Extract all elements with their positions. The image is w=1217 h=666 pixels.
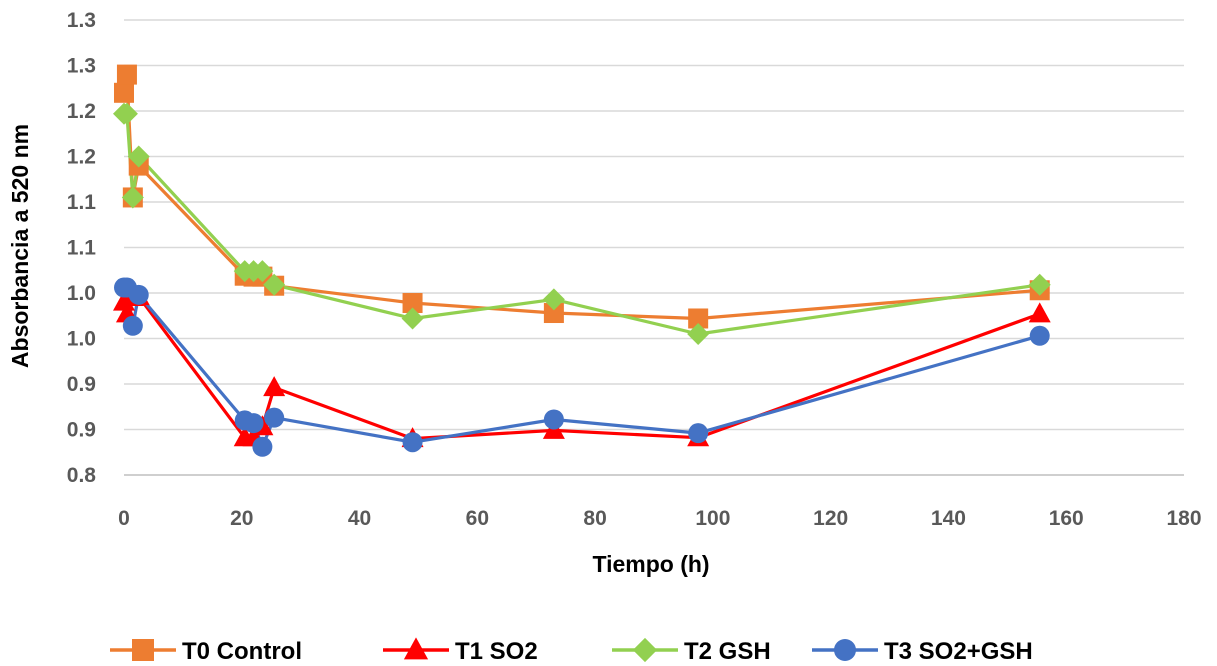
legend-label: T3 SO2+GSH bbox=[884, 638, 1033, 665]
data-point bbox=[263, 376, 286, 397]
data-point bbox=[401, 307, 424, 330]
data-point bbox=[264, 407, 285, 428]
y-tick-label: 1.1 bbox=[67, 237, 97, 260]
data-point bbox=[543, 409, 564, 430]
x-tick-label: 80 bbox=[583, 507, 606, 530]
data-point bbox=[251, 260, 274, 283]
y-tick-label: 1.3 bbox=[67, 9, 96, 32]
gridlines bbox=[124, 19, 1184, 431]
x-axis-title: Tiempo (h) bbox=[592, 551, 709, 577]
x-tick-label: 120 bbox=[813, 507, 848, 530]
legend-item: T2 GSH bbox=[612, 637, 771, 665]
data-point bbox=[115, 102, 138, 125]
y-tick-label: 1.0 bbox=[67, 282, 96, 305]
y-tick-label: 1.2 bbox=[67, 100, 96, 123]
x-tick-label: 20 bbox=[230, 507, 253, 530]
data-point bbox=[252, 436, 273, 457]
legend: T0 Control T1 SO2 T2 GSH T3 SO2+GSH bbox=[110, 637, 1033, 665]
legend-item: T3 SO2+GSH bbox=[812, 638, 1033, 665]
data-point bbox=[688, 308, 709, 329]
y-axis-title: Absorbancia a 520 nm bbox=[7, 124, 33, 368]
x-tick-label: 160 bbox=[1049, 507, 1084, 530]
x-axis-ticks: 0 20 40 60 80 100 120 140 160 180 bbox=[118, 507, 1201, 530]
x-tick-label: 100 bbox=[695, 507, 730, 530]
data-point bbox=[243, 413, 264, 434]
data-point bbox=[542, 288, 565, 311]
x-tick-label: 0 bbox=[118, 507, 130, 530]
data-point bbox=[687, 322, 710, 345]
x-tick-label: 40 bbox=[348, 507, 371, 530]
y-tick-label: 1.1 bbox=[67, 191, 97, 214]
x-tick-label: 140 bbox=[931, 507, 966, 530]
legend-label: T1 SO2 bbox=[455, 638, 538, 665]
legend-item: T0 Control bbox=[110, 638, 302, 665]
y-tick-label: 1.2 bbox=[67, 146, 96, 169]
data-point bbox=[543, 303, 564, 324]
data-point bbox=[128, 284, 149, 305]
data-point bbox=[402, 432, 423, 453]
data-point bbox=[116, 64, 137, 85]
legend-item: T1 SO2 bbox=[383, 637, 538, 665]
y-tick-label: 1.3 bbox=[67, 55, 96, 78]
y-tick-label: 0.9 bbox=[67, 419, 96, 442]
data-point bbox=[1028, 302, 1051, 323]
series-lines bbox=[122, 72, 1041, 449]
y-tick-label: 0.8 bbox=[67, 464, 97, 487]
data-point bbox=[121, 186, 144, 209]
legend-swatch-marker bbox=[403, 637, 429, 660]
y-tick-label: 1.0 bbox=[67, 328, 96, 351]
data-point bbox=[114, 82, 134, 103]
x-tick-label: 60 bbox=[466, 507, 489, 530]
legend-label: T2 GSH bbox=[684, 638, 771, 665]
legend-swatch-marker bbox=[132, 639, 154, 661]
legend-swatch-marker bbox=[834, 639, 856, 661]
y-tick-label: 0.9 bbox=[67, 373, 96, 396]
series-markers bbox=[113, 64, 1051, 457]
legend-swatch-marker bbox=[632, 637, 658, 663]
y-axis-ticks: 0.8 0.9 0.9 1.0 1.0 1.1 1.1 1.2 1.2 1.3 1.3 bbox=[67, 9, 97, 487]
data-point bbox=[1028, 273, 1051, 296]
data-point bbox=[122, 315, 143, 336]
data-point bbox=[127, 145, 150, 168]
data-point bbox=[1029, 325, 1050, 346]
x-tick-label: 180 bbox=[1166, 507, 1201, 530]
data-point bbox=[402, 293, 423, 314]
legend-label: T0 Control bbox=[182, 638, 302, 665]
data-point bbox=[263, 273, 286, 296]
data-point bbox=[688, 423, 709, 444]
